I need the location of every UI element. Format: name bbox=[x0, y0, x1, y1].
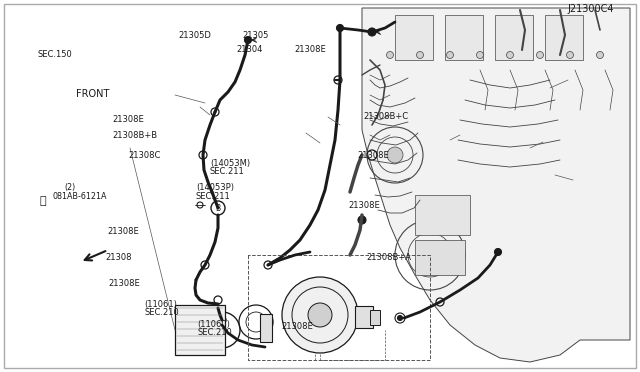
Text: 21308B+B: 21308B+B bbox=[112, 131, 157, 140]
Text: SEC.210: SEC.210 bbox=[145, 308, 179, 317]
FancyBboxPatch shape bbox=[370, 310, 380, 325]
Circle shape bbox=[506, 51, 513, 58]
Circle shape bbox=[477, 51, 483, 58]
Circle shape bbox=[308, 303, 332, 327]
FancyBboxPatch shape bbox=[260, 314, 272, 342]
FancyBboxPatch shape bbox=[545, 15, 583, 60]
FancyBboxPatch shape bbox=[415, 240, 465, 275]
Text: FRONT: FRONT bbox=[76, 90, 109, 99]
Text: 21308E: 21308E bbox=[294, 45, 326, 54]
Circle shape bbox=[368, 28, 376, 36]
Text: 21308: 21308 bbox=[106, 253, 132, 262]
Circle shape bbox=[596, 51, 604, 58]
Text: 21308E: 21308E bbox=[108, 227, 140, 236]
FancyBboxPatch shape bbox=[175, 305, 225, 355]
Text: (14053M): (14053M) bbox=[210, 159, 250, 168]
Text: 21308B+A: 21308B+A bbox=[367, 253, 412, 262]
Text: 21305D: 21305D bbox=[178, 31, 211, 40]
Text: 21308B+C: 21308B+C bbox=[364, 112, 409, 121]
Circle shape bbox=[447, 51, 454, 58]
Circle shape bbox=[244, 36, 252, 44]
Text: SEC.210: SEC.210 bbox=[197, 328, 232, 337]
Circle shape bbox=[495, 248, 502, 256]
Text: (14053P): (14053P) bbox=[196, 183, 234, 192]
Text: SEC.150: SEC.150 bbox=[37, 50, 72, 59]
Circle shape bbox=[387, 51, 394, 58]
Text: 081AB-6121A: 081AB-6121A bbox=[52, 192, 107, 201]
FancyBboxPatch shape bbox=[445, 15, 483, 60]
Circle shape bbox=[282, 277, 358, 353]
Text: B: B bbox=[216, 203, 221, 212]
FancyBboxPatch shape bbox=[495, 15, 533, 60]
Circle shape bbox=[358, 216, 366, 224]
Text: SEC.211: SEC.211 bbox=[210, 167, 244, 176]
Text: (2): (2) bbox=[64, 183, 76, 192]
Text: (11061): (11061) bbox=[145, 300, 177, 309]
Circle shape bbox=[422, 247, 438, 263]
FancyBboxPatch shape bbox=[395, 15, 433, 60]
FancyBboxPatch shape bbox=[355, 306, 373, 328]
Circle shape bbox=[387, 147, 403, 163]
Text: 21308C: 21308C bbox=[128, 151, 161, 160]
Circle shape bbox=[397, 315, 403, 321]
Text: 21308E: 21308E bbox=[282, 322, 314, 331]
Text: 21308E: 21308E bbox=[112, 115, 144, 124]
Circle shape bbox=[337, 25, 344, 32]
Text: 21304: 21304 bbox=[237, 45, 263, 54]
Text: 21305: 21305 bbox=[242, 31, 268, 40]
FancyBboxPatch shape bbox=[415, 195, 470, 235]
Text: SEC.211: SEC.211 bbox=[196, 192, 230, 201]
Text: 21308E: 21308E bbox=[357, 151, 389, 160]
Text: 21308E: 21308E bbox=[109, 279, 141, 288]
Text: Ⓑ: Ⓑ bbox=[40, 196, 46, 206]
Text: 21308E: 21308E bbox=[349, 201, 381, 210]
Circle shape bbox=[536, 51, 543, 58]
Circle shape bbox=[566, 51, 573, 58]
Text: (11060): (11060) bbox=[197, 320, 230, 329]
Polygon shape bbox=[362, 8, 630, 362]
Text: J21300C4: J21300C4 bbox=[568, 4, 614, 14]
Circle shape bbox=[417, 51, 424, 58]
